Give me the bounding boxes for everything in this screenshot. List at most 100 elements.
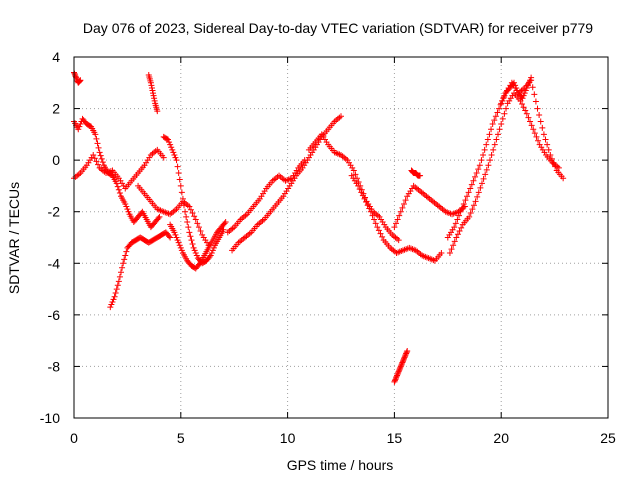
data-point	[393, 375, 400, 382]
data-point	[361, 195, 368, 202]
data-points	[71, 69, 567, 385]
data-point	[176, 242, 183, 249]
data-point	[486, 131, 493, 138]
data-point	[467, 185, 474, 192]
data-point	[451, 224, 458, 231]
data-point	[356, 186, 363, 193]
data-point	[523, 110, 530, 117]
x-tick-label: 0	[70, 430, 78, 446]
data-point	[397, 363, 404, 370]
series-arc-6	[160, 133, 227, 267]
data-point	[532, 98, 539, 105]
data-point	[545, 146, 552, 153]
data-point	[374, 224, 381, 231]
data-point	[498, 121, 505, 128]
data-point	[537, 118, 544, 125]
data-point	[151, 97, 158, 104]
data-point	[391, 224, 398, 231]
data-point	[194, 220, 201, 227]
data-point	[394, 371, 401, 378]
data-point	[395, 369, 402, 376]
data-point	[197, 228, 204, 235]
data-point	[95, 161, 102, 168]
data-point	[177, 182, 184, 189]
data-point	[498, 100, 505, 107]
y-axis-label: SDTVAR / TECUs	[6, 182, 22, 294]
data-point	[115, 278, 122, 285]
data-point	[484, 136, 491, 143]
data-point	[542, 136, 549, 143]
data-point	[400, 356, 407, 363]
data-point	[375, 227, 382, 234]
data-point	[533, 133, 540, 140]
data-point	[372, 220, 379, 227]
plot-frame	[73, 56, 609, 419]
series-arc-11	[305, 131, 402, 244]
data-point	[470, 202, 477, 209]
data-point	[402, 197, 409, 204]
data-point	[125, 208, 132, 215]
data-point	[301, 157, 308, 164]
data-point	[401, 355, 408, 362]
data-point	[209, 247, 216, 254]
data-point	[178, 247, 185, 254]
series-arc-13	[391, 182, 468, 231]
data-point	[113, 180, 120, 187]
data-point	[173, 157, 180, 164]
data-point	[155, 215, 162, 222]
data-point	[117, 269, 124, 276]
data-point	[393, 373, 400, 380]
data-point	[392, 376, 399, 383]
data-point	[488, 126, 495, 133]
data-point	[454, 231, 461, 238]
x-tick-label: 25	[600, 430, 616, 446]
data-point	[466, 213, 473, 220]
data-point	[499, 97, 506, 104]
data-point	[171, 229, 178, 236]
series-arc-3	[71, 69, 84, 86]
data-point	[560, 175, 567, 182]
data-point	[534, 105, 541, 112]
data-point	[99, 159, 106, 166]
data-point	[338, 113, 344, 120]
data-point	[496, 105, 503, 112]
data-point	[403, 350, 410, 357]
data-point	[459, 204, 466, 211]
data-point	[494, 109, 501, 116]
data-point	[208, 249, 215, 256]
x-tick-label: 20	[493, 430, 509, 446]
data-point	[539, 124, 546, 131]
y-tick-label: 4	[52, 49, 60, 65]
data-point	[460, 200, 467, 207]
data-point	[456, 228, 463, 235]
data-point	[402, 351, 409, 358]
data-point	[164, 136, 171, 143]
data-point	[476, 162, 483, 169]
data-point	[531, 130, 538, 137]
data-point	[166, 233, 173, 240]
data-point	[512, 82, 519, 89]
data-point	[149, 87, 156, 94]
data-point	[399, 359, 406, 366]
series-arc-10	[224, 157, 308, 236]
data-point	[113, 286, 120, 293]
data-point	[454, 216, 461, 223]
data-point	[521, 90, 528, 97]
data-point	[195, 224, 202, 231]
data-point	[525, 114, 532, 121]
data-point	[96, 149, 103, 156]
data-point	[77, 77, 84, 84]
data-point	[527, 118, 534, 125]
data-point	[107, 304, 114, 311]
data-point	[491, 117, 498, 124]
data-point	[172, 154, 179, 161]
data-point	[398, 362, 405, 369]
data-point	[490, 146, 497, 153]
data-point	[402, 353, 409, 360]
data-point	[195, 261, 202, 268]
data-point	[450, 242, 457, 249]
data-point	[150, 90, 157, 97]
data-point	[205, 242, 212, 249]
data-point	[483, 141, 490, 148]
data-point	[503, 105, 510, 112]
